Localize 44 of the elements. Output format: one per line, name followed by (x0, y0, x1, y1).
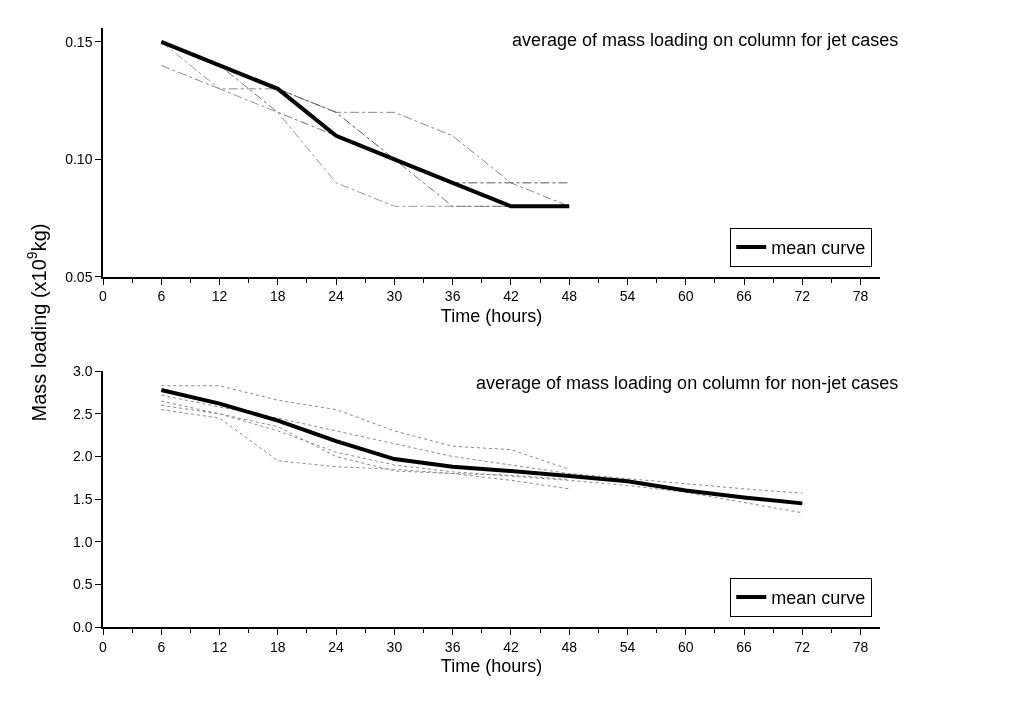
y-tick-label: 1.5 (72, 491, 93, 508)
x-tick-label: 78 (852, 638, 869, 655)
y-tick-label: 0.5 (72, 576, 93, 593)
x-tick-label: 30 (386, 638, 403, 655)
y-tick-label: 2.5 (72, 405, 93, 422)
x-tick-label: 72 (794, 288, 811, 305)
x-tick-label: 12 (211, 288, 228, 305)
x-tick-label: 36 (444, 638, 461, 655)
x-tick-label: 24 (328, 638, 345, 655)
x-tick-label: 0 (99, 638, 108, 655)
y-tick-label: 3.0 (72, 363, 93, 380)
x-tick-label: 42 (503, 638, 519, 655)
x-tick-label: 36 (444, 288, 461, 305)
x-tick-label: 48 (561, 638, 578, 655)
x-tick-label: 6 (157, 638, 166, 655)
x-tick-label: 78 (852, 288, 869, 305)
y-tick-label: 2.0 (72, 448, 93, 465)
x-tick-label: 60 (677, 288, 694, 305)
x-tick-label: 54 (619, 638, 636, 655)
y-tick-label: 0.15 (65, 33, 93, 50)
legend-label: mean curve (771, 238, 866, 259)
x-tick-label: 18 (270, 288, 286, 305)
x-tick-label: 30 (386, 288, 403, 305)
x-axis-title: Time (hours) (440, 305, 543, 326)
x-tick-label: 18 (270, 638, 286, 655)
x-tick-label: 0 (99, 288, 108, 305)
legend-label: mean curve (771, 587, 866, 608)
x-tick-label: 6 (157, 288, 166, 305)
x-tick-label: 72 (794, 638, 811, 655)
x-tick-label: 42 (503, 288, 519, 305)
y-tick-label: 1.0 (72, 533, 93, 550)
x-tick-label: 66 (736, 638, 753, 655)
x-tick-label: 48 (561, 288, 578, 305)
chart-title: average of mass loading on column for non-jet cases (476, 373, 899, 393)
y-tick-label: 0.05 (65, 268, 93, 285)
x-axis-title: Time (hours) (440, 656, 543, 677)
y-tick-label: 0.10 (65, 151, 93, 168)
x-tick-label: 60 (677, 638, 694, 655)
x-tick-label: 66 (736, 288, 753, 305)
x-tick-label: 12 (211, 638, 228, 655)
y-tick-label: 0.0 (72, 618, 93, 635)
x-tick-label: 24 (328, 288, 345, 305)
x-tick-label: 54 (619, 288, 636, 305)
chart-title: average of mass loading on column for jet cases (512, 30, 899, 50)
